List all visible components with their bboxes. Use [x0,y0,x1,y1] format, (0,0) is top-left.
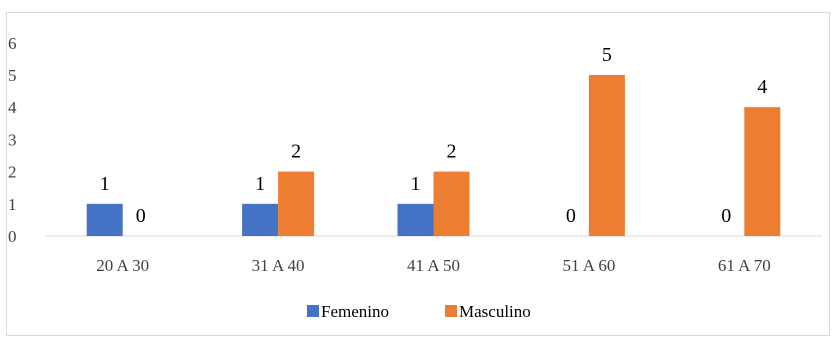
data-label-femenino-3: 0 [566,205,576,227]
y-tick-label: 2 [8,163,17,182]
y-tick-label: 0 [8,227,17,246]
bar-femenino-2 [397,203,434,236]
data-labels: 1 0 1 2 1 2 0 5 0 4 [100,44,768,227]
data-label-masculino-3: 5 [602,44,612,66]
data-label-masculino-4: 4 [757,76,767,98]
data-label-masculino-1: 2 [291,141,301,163]
y-tick-label: 4 [8,98,17,117]
legend-swatch-femenino [307,305,319,317]
y-tick-label: 6 [8,34,17,53]
bar-masculino-1 [278,171,315,236]
bars [86,75,781,236]
data-label-masculino-0: 0 [136,205,146,227]
data-label-femenino-2: 1 [411,173,421,195]
y-tick-label: 5 [8,66,17,85]
chart-frame [6,12,830,336]
x-tick-label: 61 A 70 [718,256,771,275]
y-axis-ticks: 0 1 2 3 4 5 6 [8,34,17,246]
x-tick-label: 20 A 30 [96,256,149,275]
bar-femenino-1 [242,203,279,236]
data-label-femenino-0: 1 [100,173,110,195]
bar-masculino-2 [433,171,470,236]
data-label-femenino-4: 0 [721,205,731,227]
x-tick-label: 51 A 60 [562,256,615,275]
x-tick-label: 41 A 50 [407,256,460,275]
y-tick-label: 1 [8,195,17,214]
bar-masculino-4 [744,107,781,236]
x-tick-label: 31 A 40 [252,256,305,275]
y-tick-label: 3 [8,130,17,149]
x-axis-ticks: 20 A 30 31 A 40 41 A 50 51 A 60 61 A 70 [96,256,771,275]
legend-label-masculino: Masculino [459,302,531,321]
data-label-femenino-1: 1 [255,173,265,195]
legend-label-femenino: Femenino [321,302,389,321]
bar-masculino-3 [588,75,625,236]
bar-femenino-0 [86,203,123,236]
data-label-masculino-2: 2 [447,141,457,163]
legend-swatch-masculino [445,305,457,317]
legend: Femenino Masculino [307,302,531,321]
